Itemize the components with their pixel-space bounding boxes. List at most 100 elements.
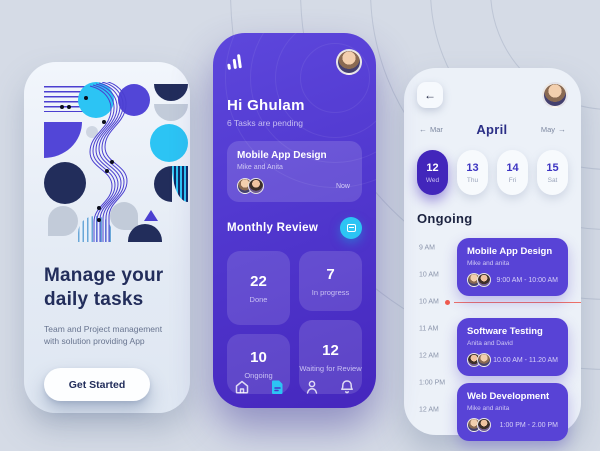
abstract-illustration (44, 82, 188, 242)
date-pill-12[interactable]: 12 Wed (417, 150, 448, 195)
stat-value: 10 (250, 348, 267, 366)
stat-tile-in-progress[interactable]: 7 In progress (299, 251, 362, 311)
task-members: Mike and Anita (237, 164, 283, 171)
get-started-button[interactable]: Get Started (44, 368, 150, 402)
gray-dot-shape (86, 126, 98, 138)
gray-leaf-shape (48, 206, 78, 236)
stat-label: Done (249, 294, 268, 304)
event-card-mobile-app-design[interactable]: Mobile App Design Mike and anita 9:00 AM… (457, 238, 568, 296)
date-pill-15[interactable]: 15 Sat (537, 150, 568, 195)
member-avatar (248, 178, 264, 194)
date-number: 12 (426, 161, 439, 174)
user-avatar[interactable] (336, 49, 362, 75)
prev-month-button[interactable]: ← Mar (419, 125, 443, 134)
squiggle-lines (89, 82, 128, 242)
event-members: Anita and David (467, 340, 513, 347)
navy-half-shape (154, 166, 172, 202)
page-subtitle: Team and Project management with solutio… (44, 323, 163, 347)
time-label: 9 AM (419, 244, 435, 252)
arrow-left-icon: ← (419, 125, 427, 134)
stat-label: In progress (311, 287, 350, 297)
event-title: Mobile App Design (467, 246, 553, 257)
now-line (454, 301, 581, 303)
navy-circle-shape (44, 162, 86, 204)
black-dot (60, 105, 64, 109)
member-avatar (477, 418, 491, 432)
monthly-review-title: Monthly Review (227, 222, 319, 234)
stat-value: 22 (250, 272, 267, 290)
black-dot (84, 96, 88, 100)
event-members: Mike and anita (467, 405, 510, 412)
bar-chart-icon (226, 54, 242, 70)
now-dot (445, 299, 450, 305)
date-pill-14[interactable]: 14 Fri (497, 150, 528, 195)
black-dot (105, 169, 109, 173)
date-picker: 12 Wed 13 Thu 14 Fri 15 Sat (417, 150, 568, 195)
time-label: 11 AM (419, 325, 439, 333)
event-card-web-development[interactable]: Web Development Mike and anita 1:00 PM -… (457, 383, 568, 441)
month-navigation: ← Mar April May → (417, 122, 568, 137)
prev-month-label: Mar (430, 125, 443, 134)
onboarding-screen: Manage your daily tasks Team and Project… (24, 62, 190, 413)
date-number: 13 (466, 161, 479, 174)
event-title: Software Testing (467, 326, 543, 337)
date-pill-13[interactable]: 13 Thu (457, 150, 488, 195)
time-label: 10 AM (419, 271, 439, 279)
next-month-label: May (540, 125, 555, 134)
date-weekday: Sat (547, 176, 558, 184)
current-time-indicator (445, 299, 581, 305)
gray-semicircle-shape (154, 104, 188, 121)
date-weekday: Fri (508, 176, 517, 184)
bottom-nav (213, 366, 376, 408)
striped-quarter-shape (172, 166, 188, 202)
event-card-software-testing[interactable]: Software Testing Anita and David 10.00 A… (457, 318, 568, 376)
notifications-icon[interactable] (332, 372, 362, 402)
black-dot (102, 120, 106, 124)
stat-value: 7 (326, 265, 335, 283)
profile-icon[interactable] (297, 372, 327, 402)
member-avatar (477, 353, 491, 367)
member-avatar (477, 273, 491, 287)
task-status: Now (335, 183, 350, 190)
schedule-screen: ← ← Mar April May → 12 Wed 13 Thu (404, 68, 581, 441)
event-time: 10.00 AM - 11.20 AM (493, 356, 558, 364)
black-dot (97, 218, 101, 222)
add-review-button[interactable] (340, 217, 362, 239)
arrow-right-icon: → (558, 125, 566, 134)
timeline: 9 AM 10 AM 10 AM 11 AM 12 AM 1:00 PM 12 … (417, 236, 581, 441)
current-month-label: April (476, 122, 508, 137)
purple-triangle-shape (144, 210, 158, 221)
event-title: Web Development (467, 391, 550, 402)
home-icon[interactable] (227, 372, 257, 402)
time-label: 12 AM (419, 352, 439, 360)
greeting-text: Hi Ghulam (227, 97, 305, 114)
stat-label: Ongoing (244, 370, 273, 380)
purple-circle-shape (118, 84, 150, 116)
tasks-icon[interactable] (262, 372, 292, 402)
event-time: 9:00 AM - 10:00 AM (496, 276, 558, 284)
user-avatar[interactable] (542, 82, 568, 108)
dashboard-screen: Hi Ghulam 6 Tasks are pending Mobile App… (213, 33, 376, 408)
current-task-card[interactable]: Mobile App Design Mike and Anita Now (227, 141, 362, 202)
cyan-circle-shape (150, 124, 188, 162)
task-title: Mobile App Design (237, 150, 327, 161)
black-dot (110, 160, 114, 164)
black-dot (97, 206, 101, 210)
stat-tile-done[interactable]: 22 Done (227, 251, 290, 325)
calendar-icon (346, 224, 356, 232)
black-dot (67, 105, 71, 109)
page-title: Manage your daily tasks (44, 265, 164, 311)
date-number: 15 (546, 161, 559, 174)
stat-value: 12 (322, 341, 339, 359)
event-members: Mike and anita (467, 260, 510, 267)
ongoing-section-title: Ongoing (417, 211, 473, 226)
back-button[interactable]: ← (417, 82, 443, 108)
time-label: 1:00 PM (419, 379, 446, 387)
next-month-button[interactable]: May → (541, 125, 566, 134)
time-label: 12 AM (419, 406, 439, 414)
time-label: 10 AM (419, 298, 439, 306)
navy-semicircle-shape (154, 84, 188, 101)
date-weekday: Thu (466, 176, 479, 184)
event-time: 1:00 PM - 2.00 PM (499, 421, 558, 429)
